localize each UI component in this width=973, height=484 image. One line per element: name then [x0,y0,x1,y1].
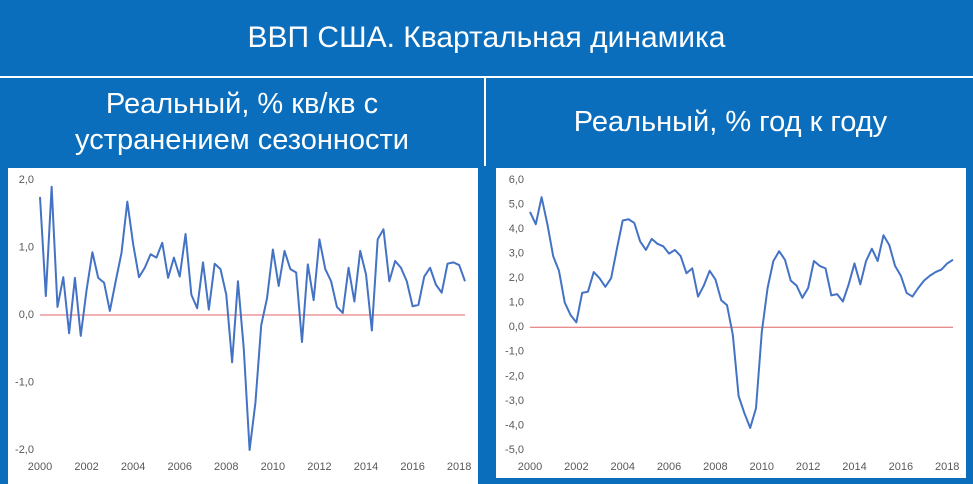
x-tick-label: 2008 [214,461,238,473]
x-tick-label: 2002 [74,461,98,473]
y-tick-label: -2,0 [15,444,34,456]
x-tick-label: 2006 [167,461,191,473]
y-tick-label: 3,0 [509,248,524,260]
y-tick-label: 2,0 [509,272,524,284]
y-tick-label: 1,0 [509,297,524,309]
data-line [39,185,466,451]
y-tick-label: 0,0 [509,321,524,333]
x-tick-label: 2008 [703,461,727,473]
x-tick-label: 2004 [610,461,634,473]
x-tick-label: 2012 [307,461,331,473]
x-tick-label: 2010 [750,461,774,473]
x-tick-label: 2014 [354,461,378,473]
x-tick-label: 2016 [400,461,424,473]
y-tick-label: -2,0 [505,370,524,382]
x-tick-label: 2018 [447,461,471,473]
x-tick-label: 2002 [564,461,588,473]
x-tick-label: 2018 [935,461,959,473]
x-tick-label: 2004 [121,461,145,473]
y-tick-label: -1,0 [15,376,34,388]
y-tick-label: -4,0 [505,419,524,431]
data-line [529,196,954,429]
x-tick-label: 2010 [261,461,285,473]
chart: 2,0 1,0 0,0 -1,0 -2,0 2000 2002 2004 2006 2008 201… [8,168,478,484]
x-tick-label: 2014 [842,461,866,473]
y-tick-label: 5,0 [509,198,524,210]
slide-title: ВВП США. Квартальная динамика [0,0,973,78]
chart: 6,0 5,0 4,0 3,0 2,0 1,0 0,0 -1,0 -2,0 -3,0 -4,0 -5,… [496,168,966,478]
chart-title: Реальный, % кв/кв с устранением сезоннос… [0,78,486,166]
y-tick-label: 2,0 [19,174,34,186]
y-tick-label: 1,0 [19,241,34,253]
x-tick-label: 2016 [889,461,913,473]
x-tick-label: 2000 [518,461,542,473]
x-tick-label: 2012 [796,461,820,473]
x-tick-label: 2006 [657,461,681,473]
y-tick-label: 6,0 [509,174,524,186]
chart-title: Реальный, % год к году [573,105,888,138]
y-tick-label: -5,0 [505,444,524,456]
y-tick-label: -3,0 [505,395,524,407]
y-tick-label: -1,0 [505,346,524,358]
x-tick-label: 2000 [28,461,52,473]
y-tick-label: 4,0 [509,223,524,235]
y-tick-label: 0,0 [19,309,34,321]
